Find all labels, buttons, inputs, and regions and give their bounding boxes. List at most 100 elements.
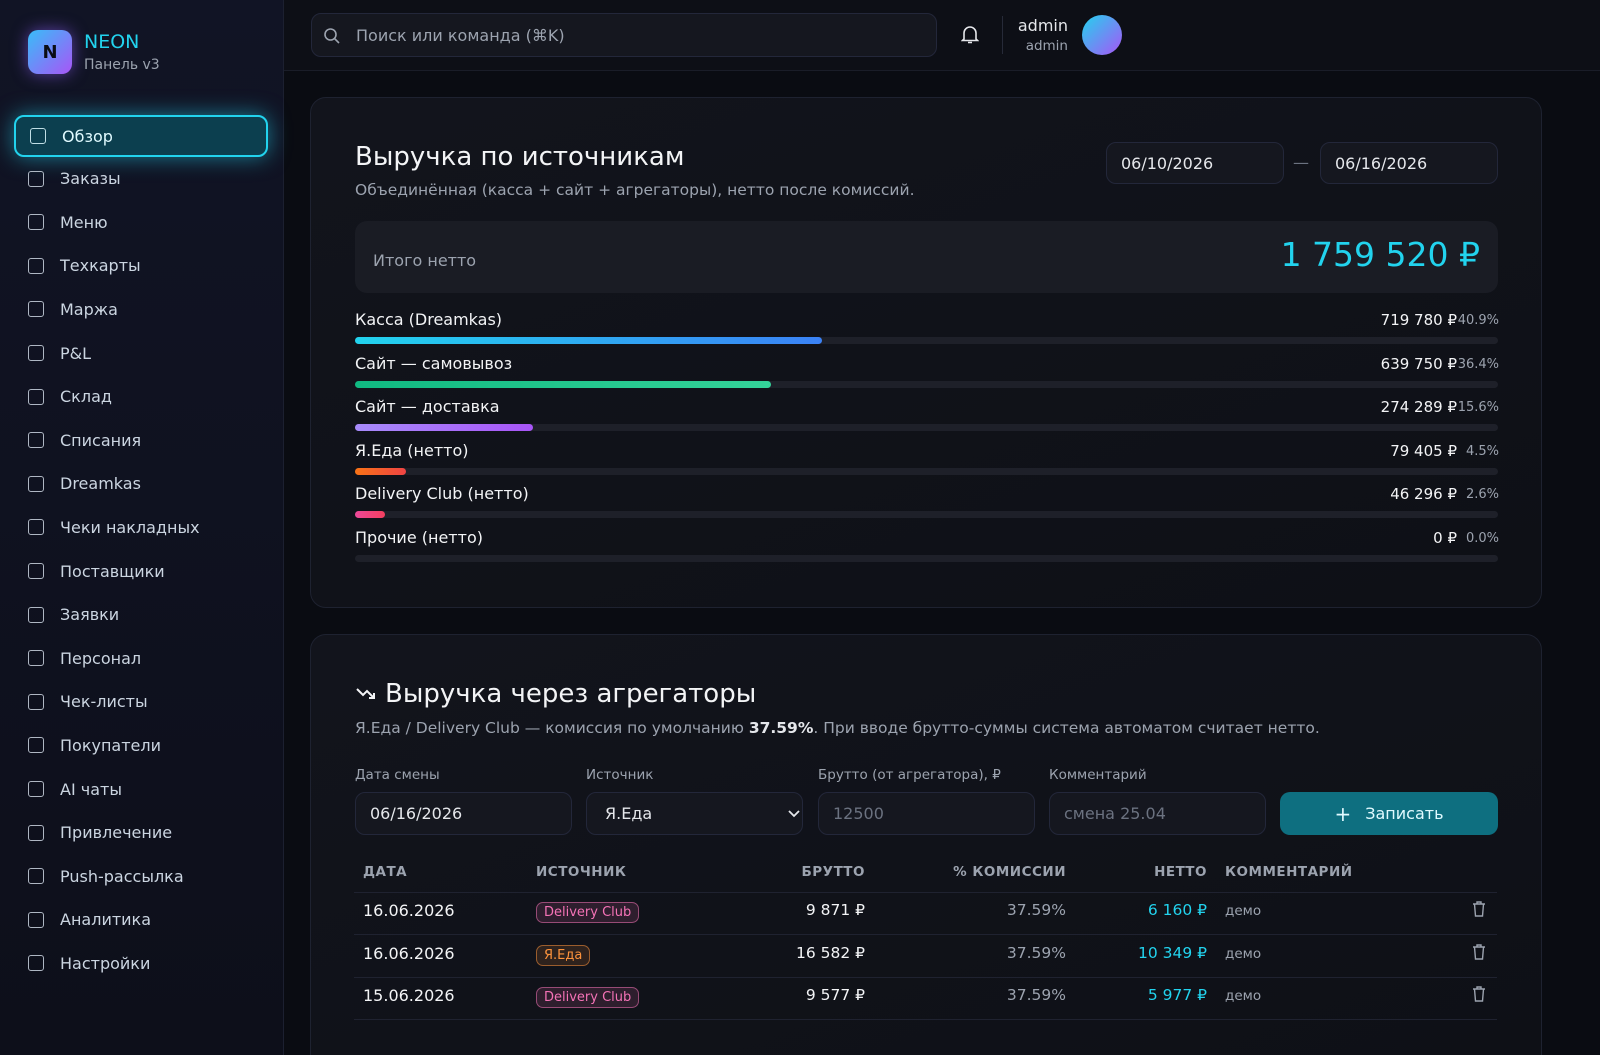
nav-label: Склад bbox=[60, 387, 112, 407]
nav-item[interactable]: Чек-листы bbox=[14, 682, 268, 722]
nav-item[interactable]: Заявки bbox=[14, 595, 268, 635]
search[interactable]: Поиск или команда (⌘K) bbox=[311, 13, 937, 57]
column-header: ДАТА bbox=[363, 864, 408, 880]
nav-item[interactable]: Маржа bbox=[14, 289, 268, 329]
table-cell: демо bbox=[1225, 988, 1262, 1004]
source-name: Delivery Club (нетто) bbox=[355, 484, 529, 503]
nav-label: Заявки bbox=[60, 605, 120, 625]
nav-item[interactable]: Персонал bbox=[14, 638, 268, 678]
source-share: 0.0% bbox=[1465, 530, 1499, 546]
nav-item[interactable]: Чеки накладных bbox=[14, 507, 268, 547]
delete-button[interactable] bbox=[1472, 986, 1486, 1002]
date-from[interactable]: 06/10/2026 bbox=[1106, 142, 1284, 184]
nav-item[interactable]: Настройки bbox=[14, 943, 268, 983]
divider bbox=[1002, 16, 1003, 54]
source-name: Прочие (нетто) bbox=[355, 527, 483, 547]
nav-item[interactable]: Поставщики bbox=[14, 551, 268, 591]
bar-track bbox=[355, 467, 1498, 475]
nav-label: Привлечение bbox=[60, 823, 173, 843]
nav-label: Аналитика bbox=[60, 910, 152, 930]
nav-icon bbox=[28, 693, 44, 710]
source-amount: 0 ₽ bbox=[1433, 528, 1457, 547]
delete-button[interactable] bbox=[1472, 901, 1486, 917]
nav-label: Push-рассылка bbox=[60, 866, 184, 886]
bar-track bbox=[355, 424, 1498, 431]
brand-subtitle: Панель v3 bbox=[84, 57, 160, 73]
bar bbox=[355, 511, 385, 518]
nav-item[interactable]: Заказы bbox=[14, 159, 268, 199]
nav-item[interactable]: Меню bbox=[14, 202, 268, 242]
nav-icon bbox=[28, 563, 44, 579]
nav-item[interactable]: AI чаты bbox=[14, 769, 268, 809]
bar bbox=[355, 467, 407, 475]
avatar[interactable] bbox=[1082, 15, 1122, 55]
nav-icon bbox=[28, 345, 44, 361]
gross-input[interactable]: 12500 bbox=[818, 792, 1035, 835]
nav-icon bbox=[28, 955, 44, 972]
table-cell: 37.59% bbox=[1006, 986, 1066, 1004]
nav-icon bbox=[28, 911, 44, 928]
text: Я.Еда / Delivery Club — комиссия по умол… bbox=[355, 719, 749, 737]
date-to[interactable]: 06/16/2026 bbox=[1320, 142, 1498, 184]
text: 37.59% bbox=[748, 719, 814, 737]
date-input[interactable]: 06/16/2026 bbox=[355, 792, 572, 835]
source-select[interactable]: Я.Еда bbox=[586, 792, 803, 835]
nav-item[interactable]: P&L bbox=[14, 333, 268, 373]
table-cell: демо bbox=[1225, 945, 1262, 962]
nav-label: Маржа bbox=[60, 299, 118, 319]
nav-icon bbox=[28, 868, 44, 885]
nav-item[interactable]: Техкарты bbox=[14, 246, 268, 286]
nav-item[interactable]: Списания bbox=[14, 420, 268, 460]
nav-icon bbox=[28, 519, 44, 536]
nav-item[interactable]: Обзор bbox=[14, 115, 268, 157]
total-label: Итого нетто bbox=[373, 251, 477, 270]
nav-icon bbox=[28, 432, 44, 449]
nav-icon bbox=[28, 781, 44, 797]
source-amount: 79 405 ₽ bbox=[1390, 441, 1457, 460]
table-cell: демо bbox=[1225, 903, 1262, 919]
bar bbox=[355, 424, 534, 431]
button-label: Записать bbox=[1365, 804, 1444, 823]
comment-input[interactable]: смена 25.04 bbox=[1049, 792, 1266, 835]
source-name: Я.Еда (нетто) bbox=[355, 440, 469, 460]
topbar: Поиск или команда (⌘K) admin admin bbox=[284, 0, 1600, 71]
nav-item[interactable]: Dreamkas bbox=[14, 464, 268, 504]
source-name: Касса (Dreamkas) bbox=[355, 310, 503, 329]
nav-item[interactable]: Склад bbox=[14, 377, 268, 417]
table-cell: 10 349 ₽ bbox=[1137, 943, 1207, 962]
brand: NEON bbox=[84, 31, 140, 53]
table-cell: 5 977 ₽ bbox=[1147, 986, 1207, 1004]
aggregators-card: Выручка через агрегаторы Я.Еда / Deliver… bbox=[310, 634, 1542, 1055]
nav-item[interactable]: Push-рассылка bbox=[14, 856, 268, 896]
nav-icon bbox=[30, 128, 46, 144]
nav-item[interactable]: Привлечение bbox=[14, 813, 268, 853]
field-label: Комментарий bbox=[1049, 767, 1147, 783]
table-cell: 9 577 ₽ bbox=[805, 986, 865, 1004]
user-role: admin bbox=[1025, 38, 1068, 54]
logo: N bbox=[28, 30, 72, 74]
source-name: Сайт — самовывоз bbox=[355, 353, 513, 373]
field-label: Брутто (от агрегатора), ₽ bbox=[818, 767, 1001, 783]
nav-label: Меню bbox=[60, 212, 108, 232]
field-label: Дата смены bbox=[355, 767, 440, 783]
total-value: 1 759 520 ₽ bbox=[1280, 235, 1480, 274]
trash-icon bbox=[1473, 901, 1485, 917]
source-share: 40.9% bbox=[1457, 313, 1499, 328]
revenue-card: Выручка по источникам Объединённая (касс… bbox=[310, 97, 1542, 608]
nav-item[interactable]: Аналитика bbox=[14, 900, 268, 940]
source-amount: 639 750 ₽ bbox=[1380, 354, 1457, 373]
source-amount: 719 780 ₽ bbox=[1380, 311, 1457, 329]
delete-button[interactable] bbox=[1472, 943, 1486, 960]
nav-icon bbox=[28, 301, 44, 318]
nav-item[interactable]: Покупатели bbox=[14, 725, 268, 765]
nav-label: Заказы bbox=[60, 169, 121, 189]
submit-button[interactable]: + Записать bbox=[1280, 792, 1498, 835]
row-divider bbox=[354, 1019, 1497, 1020]
plus-icon: + bbox=[1334, 801, 1352, 826]
bar-track bbox=[355, 337, 1498, 344]
source-amount: 274 289 ₽ bbox=[1380, 398, 1457, 416]
bell[interactable] bbox=[961, 25, 979, 45]
source-share: 2.6% bbox=[1465, 487, 1499, 502]
column-header: ИСТОЧНИК bbox=[536, 864, 627, 880]
nav-icon bbox=[28, 824, 44, 841]
